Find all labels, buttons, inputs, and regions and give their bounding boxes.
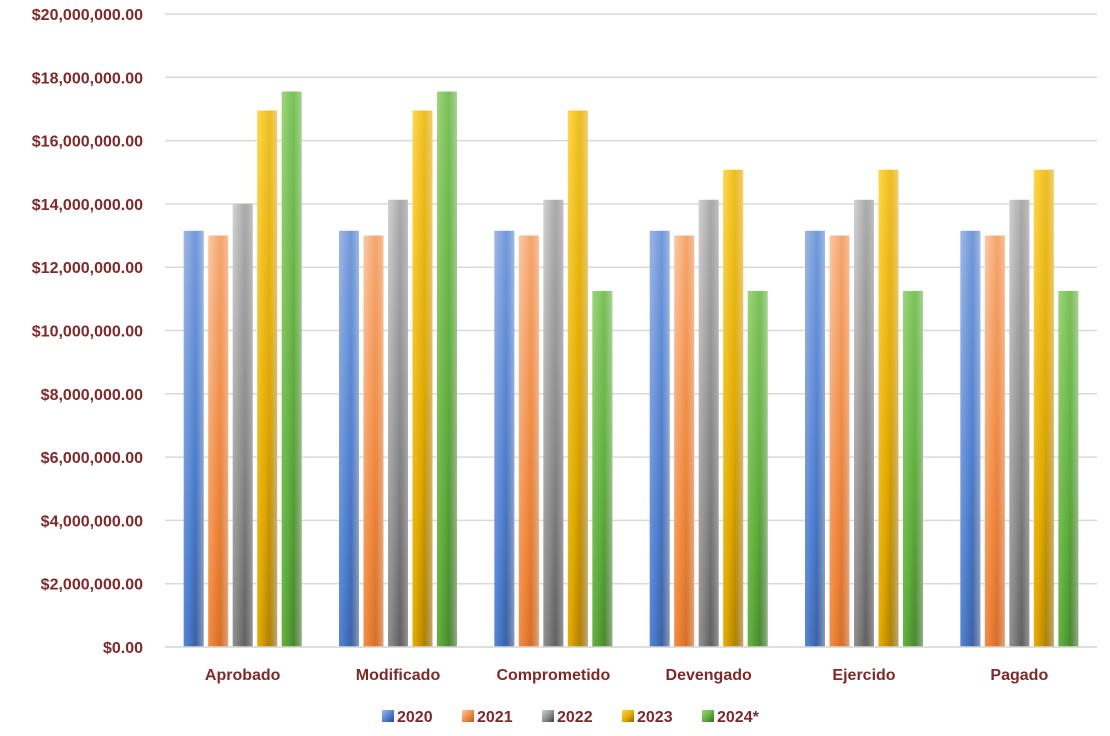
x-tick-label: Ejercido [832,667,895,684]
bar-sheen [567,110,588,648]
y-tick-label: $14,000,000.00 [32,197,143,214]
bar-sheen [698,199,719,647]
y-tick-label: $4,000,000.00 [41,513,143,530]
x-axis: Aprobado Modificado Comprometido Devengado E… [165,646,1097,684]
bar-sheen [984,235,1005,648]
legend-swatch [622,710,634,722]
legend-label: 2020 [397,709,433,726]
bar-sheen [281,91,302,648]
x-tick-label: Pagado [990,667,1048,684]
bar-sheen [960,230,981,648]
bar-sheen [494,230,515,648]
y-axis: $0.00 $2,000,000.00 $4,000,000.00 $6,000,00… [32,7,143,657]
bar-sheen [903,290,923,647]
y-tick-label: $2,000,000.00 [41,577,143,594]
y-tick-label: $18,000,000.00 [32,70,143,87]
legend-swatch [462,710,474,722]
bar-sheen [1009,199,1030,647]
legend-label: 2024* [717,709,760,726]
bar-sheen [805,230,825,648]
y-tick-label: $0.00 [103,640,143,657]
y-tick-label: $8,000,000.00 [41,387,143,404]
legend-swatch [382,710,394,722]
bar-sheen [412,110,433,648]
y-tick-label: $16,000,000.00 [32,134,143,151]
x-tick-label: Comprometido [496,667,610,684]
bar-sheen [854,199,874,647]
y-tick-label: $10,000,000.00 [32,324,143,341]
bar-sheen [649,230,670,648]
x-tick-label: Aprobado [205,667,281,684]
bar-sheen [1033,169,1054,647]
bar-sheen [747,290,768,647]
bar-sheen [183,230,204,648]
y-tick-label: $6,000,000.00 [41,450,143,467]
bar-sheen [257,110,278,648]
gridlines [165,13,1097,648]
bar-sheen [232,203,253,647]
legend-label: 2022 [557,709,593,726]
bar-sheen [339,230,359,648]
x-tick-label: Modificado [356,667,441,684]
legend-swatch [702,710,714,722]
legend: 2020 2021 2022 2023 2024* [382,709,760,726]
legend-label: 2021 [477,709,513,726]
x-tick-label: Devengado [666,667,752,684]
bar-sheen [543,199,564,647]
y-tick-label: $20,000,000.00 [32,7,143,24]
bar-sheen [592,290,613,647]
bar-sheen [518,235,539,648]
bar-sheen [1058,290,1079,647]
bar-sheen [388,199,408,647]
bar-sheen [363,235,384,648]
legend-swatch [542,710,554,722]
bar-sheen [674,235,695,648]
bar-sheen [829,235,850,648]
bar-sheen [723,169,744,647]
bar-sheen [208,235,229,648]
bar-sheen [878,169,899,647]
bars [183,91,1079,648]
y-tick-label: $12,000,000.00 [32,260,143,277]
legend-label: 2023 [637,709,673,726]
bar-sheen [437,91,457,648]
